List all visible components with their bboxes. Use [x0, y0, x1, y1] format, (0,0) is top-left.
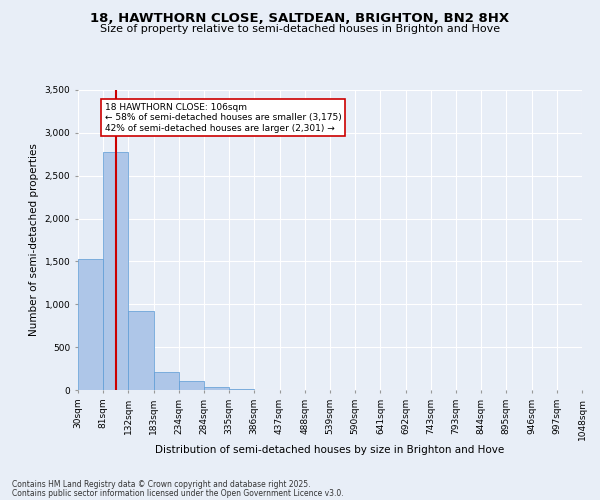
- Bar: [103, 152, 128, 390]
- Bar: [204, 388, 229, 390]
- Bar: [154, 372, 179, 390]
- Text: Contains HM Land Registry data © Crown copyright and database right 2025.: Contains HM Land Registry data © Crown c…: [12, 480, 311, 489]
- X-axis label: Distribution of semi-detached houses by size in Brighton and Hove: Distribution of semi-detached houses by …: [155, 445, 505, 455]
- Text: Contains public sector information licensed under the Open Government Licence v3: Contains public sector information licen…: [12, 488, 344, 498]
- Text: 18 HAWTHORN CLOSE: 106sqm
← 58% of semi-detached houses are smaller (3,175)
42% : 18 HAWTHORN CLOSE: 106sqm ← 58% of semi-…: [105, 103, 341, 132]
- Text: Size of property relative to semi-detached houses in Brighton and Hove: Size of property relative to semi-detach…: [100, 24, 500, 34]
- Y-axis label: Number of semi-detached properties: Number of semi-detached properties: [29, 144, 39, 336]
- Bar: [128, 311, 154, 390]
- Text: 18, HAWTHORN CLOSE, SALTDEAN, BRIGHTON, BN2 8HX: 18, HAWTHORN CLOSE, SALTDEAN, BRIGHTON, …: [91, 12, 509, 26]
- Bar: [229, 388, 254, 390]
- Bar: [179, 381, 204, 390]
- Bar: [78, 259, 103, 390]
